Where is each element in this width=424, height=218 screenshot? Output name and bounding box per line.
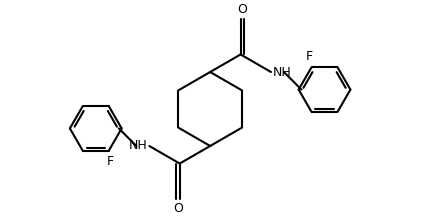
Text: NH: NH (273, 66, 292, 78)
Text: NH: NH (129, 140, 148, 152)
Text: F: F (306, 51, 313, 63)
Text: F: F (107, 155, 114, 167)
Text: O: O (237, 3, 247, 16)
Text: O: O (173, 202, 183, 215)
